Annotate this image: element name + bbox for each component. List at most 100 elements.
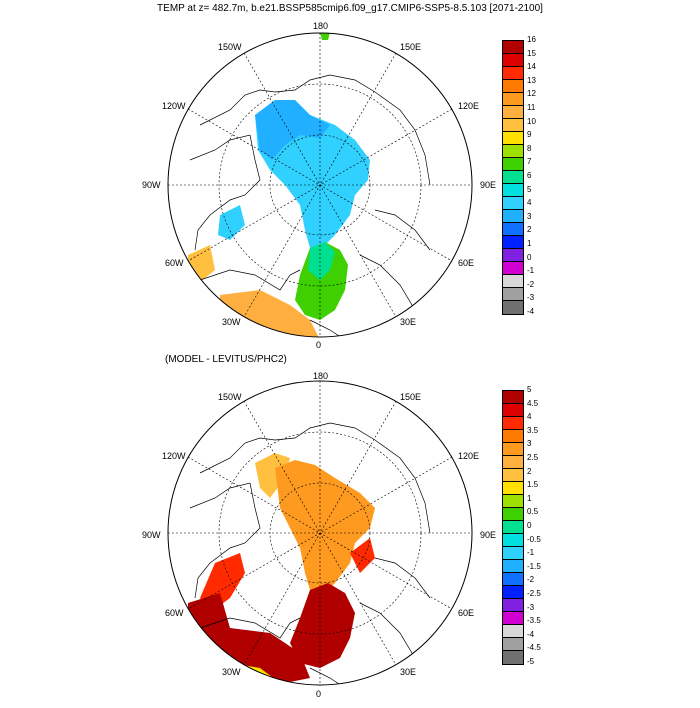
lon-label: 30E	[400, 667, 417, 677]
colorbar-swatch	[503, 54, 523, 67]
field-diff-orange	[275, 460, 375, 593]
colorbar-swatch	[503, 171, 523, 184]
lon-label: 0	[316, 340, 322, 350]
colorbar-swatch	[503, 262, 523, 275]
lon-label: 0	[316, 689, 322, 699]
colorbar-tick-label: 1	[527, 493, 532, 503]
colorbar-swatch	[503, 495, 523, 508]
colorbar-temperature	[502, 40, 524, 315]
lon-label: 90W	[142, 180, 161, 190]
colorbar-tick-label: 2	[527, 225, 532, 235]
field-diff-darkred	[290, 583, 355, 668]
colorbar-swatch	[503, 301, 523, 314]
graticule	[168, 381, 472, 685]
colorbar-swatch	[503, 184, 523, 197]
colorbar-swatch	[503, 404, 523, 417]
colorbar-tick-label: 1	[527, 239, 532, 248]
polar-map-difference	[167, 380, 473, 686]
colorbar-swatch	[503, 249, 523, 262]
colorbar-tick-label: -5	[527, 657, 535, 666]
polar-map-temperature	[167, 32, 473, 338]
lon-label: 180	[313, 21, 329, 31]
colorbar-tick-label: 1.5	[527, 480, 539, 490]
colorbar-swatch	[503, 417, 523, 430]
map-boundary	[167, 380, 473, 686]
colorbar-tick-label: 6	[527, 171, 532, 180]
field-diff-red-east	[350, 538, 375, 573]
colorbar-tick-label: 5	[527, 184, 532, 194]
colorbar-swatch	[503, 534, 523, 547]
colorbar-swatch	[503, 132, 523, 145]
colorbar-tick-label: -4	[527, 629, 535, 639]
colorbar-swatch	[503, 275, 523, 288]
colorbar-swatch	[503, 119, 523, 132]
colorbar-swatch	[503, 586, 523, 599]
colorbar-tick-label: -0.5	[527, 534, 541, 544]
colorbar-tick-label: -1.5	[527, 561, 541, 571]
field-diff-yellow	[255, 453, 290, 498]
lon-label: 90E	[480, 530, 497, 540]
lon-label: 30W	[222, 317, 241, 327]
lon-label: 30E	[400, 317, 417, 327]
colorbar-swatch	[503, 508, 523, 521]
colorbar-swatch	[503, 210, 523, 223]
colorbar-tick-label: -4.5	[527, 643, 541, 653]
colorbar-tick-label: 7	[527, 157, 532, 167]
field-atlantic-green	[295, 242, 348, 320]
colorbar-swatch	[503, 80, 523, 93]
lon-label: 120W	[162, 451, 186, 461]
colorbar-tick-label: 4.5	[527, 398, 539, 408]
colorbar-tick-label: -3	[527, 293, 535, 303]
lon-label: 60E	[458, 608, 475, 618]
colorbar-tick-label: 2.5	[527, 453, 539, 462]
lon-label: 120W	[162, 101, 186, 111]
field-atlantic-cyan	[308, 242, 335, 280]
colorbar-swatch	[503, 41, 523, 54]
field-green-top	[320, 33, 330, 40]
plot-title: TEMP at z= 482.7m, b.e21.BSSP585cmip6.f0…	[157, 3, 543, 14]
colorbar-tick-label: 10	[527, 116, 536, 126]
map-boundary	[167, 32, 473, 338]
colorbar-swatch	[503, 482, 523, 495]
colorbar-swatch	[503, 223, 523, 236]
colorbar-tick-label: -2	[527, 279, 535, 289]
colorbar-swatch	[503, 638, 523, 651]
colorbar-tick-label: 15	[527, 48, 536, 58]
lon-label: 180	[313, 371, 329, 381]
colorbar-swatch	[503, 573, 523, 586]
graticule	[168, 33, 472, 337]
colorbar-tick-label: 13	[527, 75, 536, 85]
colorbar-tick-label: 3	[527, 211, 532, 221]
field-cyan-west	[218, 205, 245, 240]
colorbar-tick-label: -3.5	[527, 616, 541, 626]
colorbar-tick-label: -1	[527, 548, 535, 558]
colorbar-swatch	[503, 456, 523, 469]
lon-label: 120E	[458, 101, 480, 111]
colorbar-swatch	[503, 67, 523, 80]
colorbar-swatch	[503, 599, 523, 612]
colorbar-tick-label: 14	[527, 62, 536, 72]
colorbar-tick-label: 9	[527, 130, 532, 140]
colorbar-tick-label: 0.5	[527, 507, 539, 517]
colorbar-difference	[502, 390, 524, 665]
colorbar-tick-label: 3.5	[527, 425, 539, 435]
colorbar-swatch	[503, 547, 523, 560]
colorbar-tick-label: -2.5	[527, 589, 541, 598]
colorbar-tick-label: 0	[527, 252, 532, 262]
lon-label: 90W	[142, 530, 161, 540]
lon-label: 150E	[400, 42, 422, 52]
colorbar-tick-label: 16	[527, 35, 536, 44]
colorbar-tick-label: 2	[527, 466, 532, 476]
colorbar-tick-label: 5	[527, 385, 532, 394]
colorbar-swatch	[503, 443, 523, 456]
lon-label: 30W	[222, 667, 241, 677]
colorbar-tick-label: 12	[527, 89, 536, 99]
lon-label: 150W	[218, 392, 242, 402]
field-colder-core	[255, 100, 330, 160]
colorbar-swatch	[503, 430, 523, 443]
colorbar-tick-label: 8	[527, 143, 532, 153]
lon-label: 150W	[218, 42, 242, 52]
colorbar-tick-label: -4	[527, 307, 535, 316]
lon-label: 60E	[458, 258, 475, 268]
colorbar-tick-label: 4	[527, 198, 532, 208]
